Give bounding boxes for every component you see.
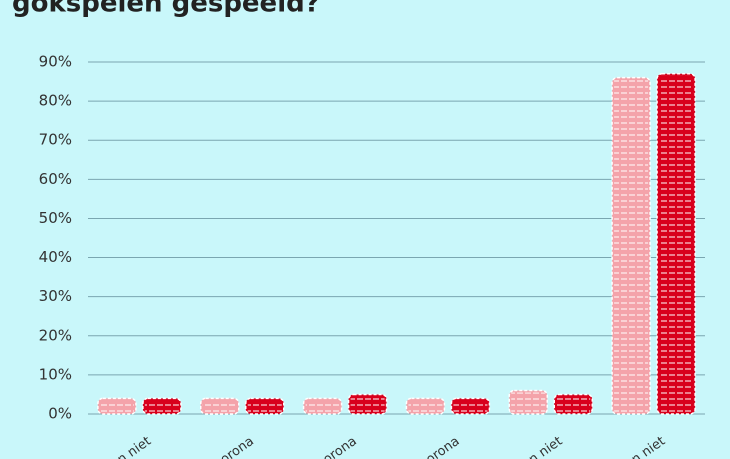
bar-texture — [247, 400, 282, 412]
bar-texture — [144, 400, 179, 412]
x-tick-label: n niet — [629, 434, 668, 459]
x-tick-label: n niet — [526, 434, 565, 459]
bar-texture — [659, 75, 694, 412]
y-tick-label: 0% — [48, 405, 72, 423]
chart-title: gokspelen gespeeld? — [12, 0, 320, 19]
bar-texture — [305, 400, 340, 412]
bar-texture — [350, 396, 385, 412]
bar-texture — [408, 400, 443, 412]
y-tick-label: 90% — [39, 53, 72, 71]
x-tick-label: orona — [423, 434, 462, 459]
y-tick-label: 70% — [39, 131, 72, 149]
y-tick-label: 80% — [39, 92, 72, 110]
x-tick-label: orona — [218, 434, 257, 459]
y-tick-label: 10% — [39, 365, 72, 383]
y-tick-label: 40% — [39, 248, 72, 266]
bar-texture — [202, 400, 237, 412]
y-tick-label: 50% — [39, 209, 72, 227]
bar-texture — [556, 396, 591, 412]
x-tick-label: n niet — [115, 434, 154, 459]
bar-texture — [453, 400, 488, 412]
x-tick-label: corona — [315, 434, 360, 459]
bar-texture — [511, 392, 546, 412]
bar-texture — [614, 79, 649, 413]
bar-texture — [99, 400, 134, 412]
y-tick-label: 20% — [39, 326, 72, 344]
y-tick-label: 60% — [39, 170, 72, 188]
y-tick-label: 30% — [39, 287, 72, 305]
